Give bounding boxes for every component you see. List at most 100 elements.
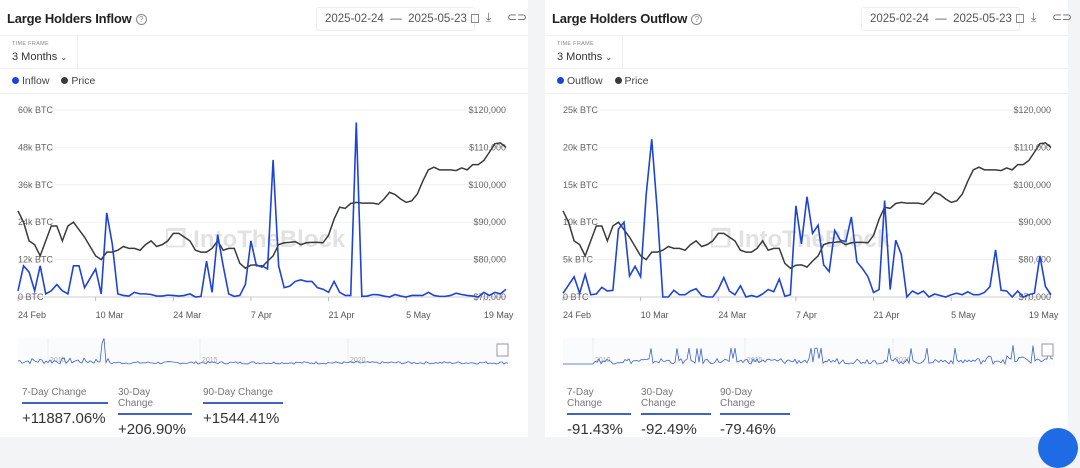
download-icon[interactable]: ⤓ [1031, 10, 1037, 24]
x-tick-label: 21 Apr [329, 310, 355, 320]
stat-value: -92.49% [641, 421, 697, 438]
panel-title: Large Holders Inflow? [7, 11, 147, 26]
legend-price[interactable]: Price [614, 75, 649, 87]
time-frame-label: TIME FRAME [557, 41, 594, 47]
divider [0, 93, 528, 94]
stat-value: -79.46% [720, 421, 776, 438]
y-left-tick: 0 BTC [563, 292, 589, 302]
legend-flow[interactable]: Outflow [557, 75, 603, 87]
x-tick-label: 24 Feb [18, 310, 46, 320]
time-frame-select[interactable]: 3 Months ⌄ [12, 51, 67, 63]
y-right-tick: $90,000 [1018, 217, 1051, 227]
navigator-year: 2020 [895, 357, 911, 364]
y-left-tick: 5k BTC [563, 255, 594, 265]
flow-dot-icon [557, 77, 564, 84]
time-navigator: 2010 2015 2020 [563, 338, 1055, 366]
chart-svg: 0 BTC $70,000 12k BTC $80,000 24k BTC $90,000… [17, 105, 514, 366]
stat-label: 30-Day Change [641, 387, 711, 415]
y-right-tick: $100,000 [1013, 180, 1051, 190]
time-navigator: 2010 2015 2020 [17, 338, 510, 366]
y-left-tick: 12k BTC [18, 255, 54, 265]
price-dot-icon [614, 77, 622, 84]
stat-30-day[interactable]: 30-Day Change +206.90% [118, 387, 192, 438]
flow-line [562, 139, 1052, 299]
x-tick-label: 5 May [406, 310, 431, 320]
x-tick-label: 21 Apr [874, 310, 900, 320]
y-left-tick: 60k BTC [18, 105, 54, 115]
y-left-tick: 10k BTC [563, 217, 599, 227]
stat-value: +1544.41% [203, 410, 280, 427]
y-right-tick: $110,000 [1014, 142, 1051, 152]
price-dot-icon [61, 77, 69, 84]
y-right-tick: $80,000 [473, 255, 506, 265]
x-tick-label: 19 May [484, 310, 514, 320]
y-left-tick: 20k BTC [563, 142, 599, 152]
y-right-tick: $110,000 [469, 142, 506, 152]
calendar-icon [470, 14, 479, 23]
y-right-tick: $100,000 [468, 180, 506, 190]
x-tick-label: 24 Mar [173, 310, 201, 320]
y-left-tick: 15k BTC [563, 180, 599, 190]
stat-value: +11887.06% [22, 410, 106, 427]
stat-90-day[interactable]: 90-Day Change -79.46% [720, 387, 790, 438]
date-start: 2025-02-24 [325, 13, 384, 25]
x-tick-label: 24 Feb [563, 310, 591, 320]
divider [0, 68, 528, 69]
navigator-year: 2010 [50, 357, 66, 364]
navigator-year: 2020 [350, 357, 366, 364]
legend-flow-label: Inflow [22, 75, 50, 87]
legend-price-label: Price [624, 75, 649, 87]
flow-dot-icon [12, 77, 19, 84]
chat-button[interactable] [1038, 428, 1078, 468]
stat-90-day[interactable]: 90-Day Change +1544.41% [203, 387, 283, 427]
date-start: 2025-02-24 [870, 13, 929, 25]
x-tick-label: 5 May [951, 310, 976, 320]
stat-value: -91.43% [567, 421, 623, 438]
divider [545, 68, 1068, 69]
link-icon[interactable]: ⊂⊃ [507, 10, 528, 24]
x-tick-label: 19 May [1029, 310, 1059, 320]
download-icon[interactable]: ⤓ [486, 10, 492, 24]
navigator-handle-icon[interactable] [496, 343, 509, 357]
flow-line [17, 122, 507, 298]
x-tick-label: 10 Mar [641, 310, 669, 320]
stat-label: 7-Day Change [22, 387, 108, 404]
time-frame-select[interactable]: 3 Months ⌄ [557, 51, 612, 63]
y-right-tick: $120,000 [1013, 105, 1051, 115]
navigator-background [563, 338, 1055, 366]
date-end: 2025-05-23 [408, 13, 467, 25]
stat-7-day[interactable]: 7-Day Change +11887.06% [22, 387, 108, 427]
inflow-panel: Large Holders Inflow? 2025-02-24 — 2025-… [0, 0, 528, 438]
chevron-down-icon: ⌄ [605, 53, 613, 62]
help-icon[interactable]: ? [135, 14, 147, 25]
navigator-year: 2015 [747, 357, 763, 364]
y-right-tick: $70,000 [473, 292, 506, 302]
stat-value: +206.90% [118, 421, 186, 438]
help-icon[interactable]: ? [691, 14, 703, 25]
navigator-handle-icon[interactable] [1041, 343, 1054, 357]
stat-label: 90-Day Change [720, 387, 790, 415]
stat-30-day[interactable]: 30-Day Change -92.49% [641, 387, 711, 438]
time-frame-value: 3 Months [12, 51, 58, 63]
stat-7-day[interactable]: 7-Day Change -91.43% [567, 387, 631, 438]
navigator-sparkline [563, 345, 1054, 366]
legend: Inflow Price [12, 75, 104, 87]
panel-title-text: Large Holders Outflow [552, 11, 688, 26]
y-left-tick: 48k BTC [18, 142, 54, 152]
navigator-sparkline [17, 338, 509, 365]
y-right-tick: $120,000 [468, 105, 506, 115]
link-icon[interactable]: ⊂⊃ [1052, 10, 1073, 24]
time-frame-value: 3 Months [557, 51, 603, 63]
date-range-picker[interactable]: 2025-02-24 — 2025-05-23 [316, 7, 479, 31]
date-range-picker[interactable]: 2025-02-24 — 2025-05-23 [861, 7, 1024, 31]
chart-svg: 0 BTC $70,000 5k BTC $80,000 10k BTC $90,000 1… [562, 105, 1059, 366]
y-left-tick: 0 BTC [18, 292, 44, 302]
y-right-tick: $70,000 [1018, 292, 1051, 302]
price-line [562, 142, 1052, 270]
stat-label: 7-Day Change [567, 387, 631, 415]
legend-flow[interactable]: Inflow [12, 75, 49, 87]
x-tick-label: 7 Apr [251, 310, 272, 320]
legend-price[interactable]: Price [61, 75, 95, 87]
y-right-tick: $80,000 [1018, 255, 1051, 265]
watermark-logo: ❒ IntoTheBlock [165, 226, 346, 253]
